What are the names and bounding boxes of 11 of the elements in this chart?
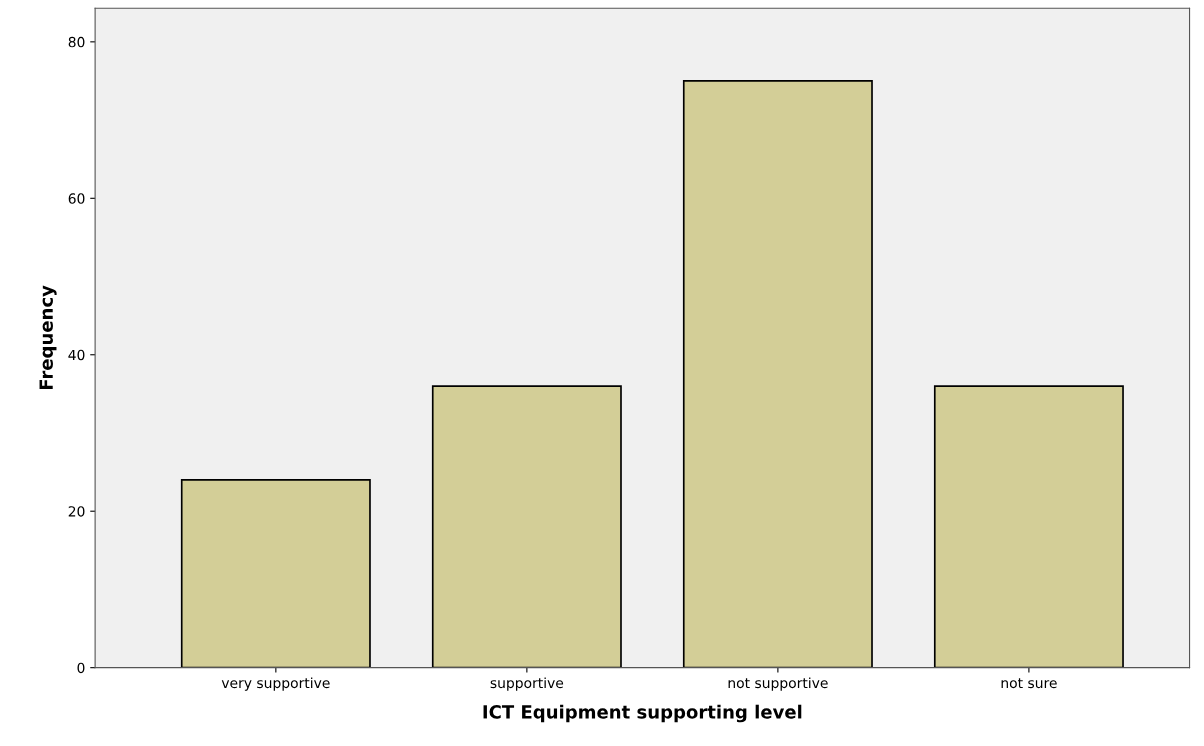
x-tick-label: very supportive: [221, 677, 330, 691]
x-tick-label: not supportive: [728, 677, 828, 691]
x-tick-label: supportive: [490, 677, 564, 691]
x-tick-label: not sure: [1001, 678, 1057, 689]
y-tick-label: 40: [68, 349, 85, 361]
y-tick-label: 20: [68, 506, 85, 517]
y-axis-title: Frequency: [39, 285, 57, 390]
y-tick-label: 60: [68, 193, 85, 204]
y-tick-label: 0: [77, 662, 85, 674]
y-tick-label: 80: [68, 36, 85, 48]
x-axis-title: ICT Equipment supporting level: [483, 704, 802, 723]
